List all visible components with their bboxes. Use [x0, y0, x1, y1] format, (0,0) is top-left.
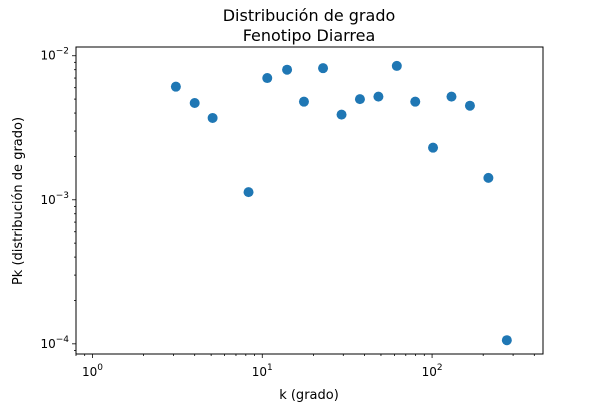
y-axis-ticks: 10−4 10−3 10−2	[40, 47, 76, 351]
data-point	[282, 64, 293, 75]
data-point	[189, 97, 200, 108]
data-points	[170, 60, 512, 346]
data-point	[483, 172, 494, 183]
data-point	[262, 73, 273, 84]
data-point	[391, 60, 402, 71]
x-axis-ticks: 100 101 102	[75, 354, 535, 379]
x-tick-label: 100	[82, 363, 103, 379]
data-point	[298, 96, 309, 107]
plot-area-frame	[75, 46, 544, 355]
data-point	[243, 187, 254, 198]
x-tick-label: 101	[252, 363, 273, 379]
data-point	[207, 112, 218, 123]
chart-title: Distribución de grado	[223, 6, 396, 25]
data-point	[318, 63, 329, 74]
data-point	[410, 96, 421, 107]
data-point	[446, 91, 457, 102]
data-point	[373, 91, 384, 102]
y-tick-label: 10−3	[40, 191, 69, 207]
data-point	[170, 81, 181, 92]
chart-subtitle: Fenotipo Diarrea	[243, 26, 376, 45]
data-point	[501, 335, 512, 346]
data-point	[354, 94, 365, 105]
x-axis-label: k (grado)	[279, 388, 339, 403]
data-point	[428, 142, 439, 153]
y-tick-label: 10−2	[40, 47, 69, 63]
y-tick-label: 10−4	[40, 335, 69, 351]
data-point	[336, 109, 347, 120]
x-tick-label: 102	[422, 363, 443, 379]
data-point	[464, 100, 475, 111]
y-axis-label: Pk (distribución de grado)	[11, 117, 26, 285]
